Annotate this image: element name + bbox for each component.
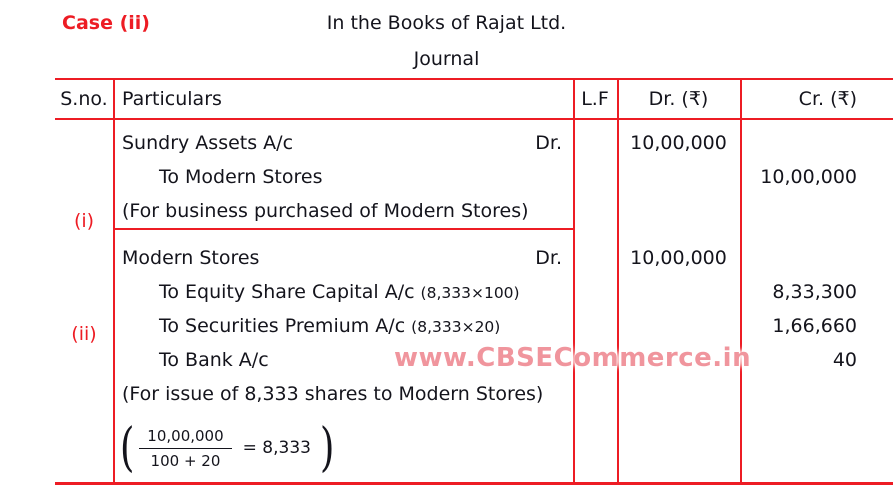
dr-amount: 10,00,000 xyxy=(630,247,727,269)
account-name: To Bank A/c xyxy=(159,349,269,371)
fraction-numerator: 10,00,000 xyxy=(139,427,232,449)
fraction: 10,00,000 100 + 20 xyxy=(139,427,232,470)
paren-open: ( xyxy=(119,418,135,478)
column-rule-dr-cr xyxy=(740,78,742,485)
table-row: To Equity Share Capital A/c (8,333×100) … xyxy=(55,275,893,309)
cr-amount: 10,00,000 xyxy=(760,166,857,188)
table-row: Sundry Assets A/c Dr. 10,00,000 xyxy=(55,126,893,160)
table-border-bottom xyxy=(55,482,893,485)
header-sno: S.no. xyxy=(60,88,108,110)
column-rule-sno-particulars xyxy=(113,78,115,485)
dr-suffix: Dr. xyxy=(535,132,562,154)
fraction-denominator: 100 + 20 xyxy=(150,451,221,470)
header-rule xyxy=(55,118,893,120)
column-rule-lf-dr xyxy=(617,78,619,485)
case-label: Case (ii) xyxy=(62,12,150,34)
table-row: To Bank A/c 40 xyxy=(55,343,893,377)
dr-suffix: Dr. xyxy=(535,247,562,269)
paren-close: ) xyxy=(319,418,335,478)
journal-table: S.no. Particulars L.F Dr. (₹) Cr. (₹) (i… xyxy=(55,78,893,485)
column-rule-particulars-lf xyxy=(573,78,575,485)
calc-note: (8,333×100) xyxy=(420,284,520,302)
entry-1-sno: (i) xyxy=(73,210,95,232)
table-row: To Securities Premium A/c (8,333×20) 1,6… xyxy=(55,309,893,343)
table-header-row: S.no. Particulars L.F Dr. (₹) Cr. (₹) xyxy=(55,80,893,118)
book-title: In the Books of Rajat Ltd. xyxy=(326,12,567,34)
table-row: (For issue of 8,333 shares to Modern Sto… xyxy=(55,377,893,411)
cr-amount: 1,66,660 xyxy=(772,315,857,337)
table-border-top xyxy=(55,78,893,80)
entry-2: Modern Stores Dr. 10,00,000 To Equity Sh… xyxy=(55,228,893,411)
working-note-formula: ( 10,00,000 100 + 20 = 8,333 ) xyxy=(117,416,337,480)
narration: (For issue of 8,333 shares to Modern Sto… xyxy=(122,383,544,405)
header-cr: Cr. (₹) xyxy=(798,88,857,110)
account-name: To Modern Stores xyxy=(159,166,323,188)
account-name: Modern Stores xyxy=(122,247,260,269)
calc-note: (8,333×20) xyxy=(411,318,501,336)
table-row: To Modern Stores 10,00,000 xyxy=(55,160,893,194)
account-name: To Equity Share Capital A/c xyxy=(159,281,415,303)
cr-amount: 40 xyxy=(832,349,857,371)
header-dr: Dr. (₹) xyxy=(648,88,709,110)
narration: (For business purchased of Modern Stores… xyxy=(122,200,529,222)
dr-amount: 10,00,000 xyxy=(630,132,727,154)
header-lf: L.F xyxy=(581,88,609,110)
fraction-result: = 8,333 xyxy=(242,438,311,458)
journal-lines: Sundry Assets A/c Dr. 10,00,000 To Moder… xyxy=(55,118,893,411)
entry-divider-rule xyxy=(113,228,573,230)
account-name: Sundry Assets A/c xyxy=(122,132,294,154)
entry-1: Sundry Assets A/c Dr. 10,00,000 To Moder… xyxy=(55,118,893,228)
table-row: (For business purchased of Modern Stores… xyxy=(55,194,893,228)
account-name: To Securities Premium A/c xyxy=(159,315,406,337)
entry-2-sno: (ii) xyxy=(71,323,97,345)
cr-amount: 8,33,300 xyxy=(772,281,857,303)
table-row: Modern Stores Dr. 10,00,000 xyxy=(55,241,893,275)
header-particulars: Particulars xyxy=(122,88,222,110)
watermark: www.CBSECommerce.in xyxy=(394,343,752,373)
journal-heading: Journal xyxy=(413,48,480,70)
